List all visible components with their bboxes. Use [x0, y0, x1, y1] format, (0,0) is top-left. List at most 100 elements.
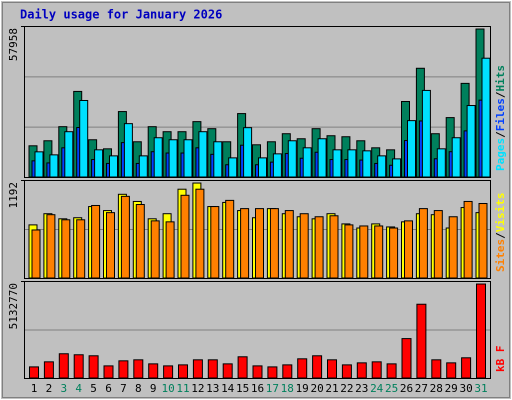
- bar: [392, 158, 402, 178]
- x-tick-label: 7: [120, 382, 127, 395]
- bar: [180, 194, 190, 279]
- bar: [183, 139, 193, 178]
- bar: [207, 359, 218, 379]
- bar: [133, 359, 144, 379]
- bar: [272, 153, 282, 178]
- bar: [284, 210, 294, 279]
- bar: [431, 359, 442, 379]
- x-tick-label: 24: [370, 382, 384, 395]
- bar: [297, 358, 308, 379]
- bar: [451, 137, 461, 178]
- x-tick-label: 10: [161, 382, 174, 395]
- bar: [213, 141, 223, 178]
- bar: [88, 355, 99, 379]
- bar: [418, 208, 428, 279]
- bar: [421, 89, 431, 178]
- y-tick-label: 1192: [7, 182, 20, 209]
- bar: [29, 366, 39, 379]
- bar: [228, 157, 238, 178]
- y-tick-label: 5132770: [7, 283, 20, 329]
- bar: [192, 359, 203, 379]
- bar: [252, 365, 263, 379]
- bar: [386, 363, 397, 379]
- bar: [91, 204, 101, 279]
- x-tick-label: 1: [31, 382, 38, 395]
- bar: [269, 208, 279, 279]
- bar: [312, 355, 323, 379]
- bar: [466, 105, 476, 178]
- bar: [436, 148, 446, 178]
- bar: [76, 219, 86, 279]
- bar: [148, 363, 159, 379]
- bar: [347, 149, 357, 178]
- bar: [34, 151, 44, 178]
- x-tick-label: 27: [415, 382, 428, 395]
- bar: [362, 150, 372, 178]
- legend-entry: kB F: [494, 346, 507, 373]
- y-tick-label: 57958: [7, 28, 20, 61]
- bar: [448, 216, 458, 279]
- bar: [43, 361, 54, 379]
- bar: [287, 140, 297, 178]
- legend: Sites/Visits: [494, 193, 507, 273]
- bar: [120, 195, 130, 279]
- bar: [416, 303, 427, 379]
- bar: [267, 366, 278, 379]
- bar: [463, 200, 473, 279]
- bar: [79, 99, 89, 178]
- bar: [401, 338, 412, 379]
- bar: [118, 360, 129, 379]
- legend-separator: /: [494, 131, 507, 138]
- bar: [332, 149, 342, 178]
- x-tick-label: 12: [191, 382, 204, 395]
- bar: [46, 214, 56, 279]
- bar: [404, 220, 413, 279]
- x-tick-label: 31: [474, 382, 487, 395]
- bar: [302, 147, 312, 178]
- bar: [135, 204, 145, 279]
- bar: [163, 365, 174, 379]
- legend: Pages/Files/Hits: [494, 65, 507, 171]
- x-tick-label: 20: [310, 382, 323, 395]
- bar: [481, 57, 491, 178]
- x-tick-label: 22: [340, 382, 353, 395]
- bar: [344, 224, 354, 279]
- x-tick-label: 18: [281, 382, 294, 395]
- bar: [433, 210, 443, 279]
- legend-separator: /: [494, 91, 507, 98]
- bar: [377, 155, 387, 178]
- bar: [359, 225, 369, 279]
- bar: [61, 219, 71, 279]
- bar: [222, 363, 233, 379]
- legend: kB F: [494, 346, 507, 373]
- x-tick-label: 26: [400, 382, 413, 395]
- bar: [73, 354, 84, 379]
- bar: [168, 139, 178, 178]
- bar: [240, 208, 250, 279]
- bar: [461, 357, 472, 379]
- legend-entry: Hits: [494, 65, 507, 92]
- x-tick-label: 29: [445, 382, 458, 395]
- bar: [58, 353, 69, 379]
- bar: [243, 127, 253, 178]
- bar: [258, 157, 267, 178]
- legend-entry: Sites: [494, 239, 507, 272]
- bar: [210, 206, 220, 279]
- bar: [371, 361, 382, 379]
- bar: [476, 283, 486, 379]
- x-tick-label: 5: [90, 382, 97, 395]
- bar: [314, 216, 324, 279]
- bar: [446, 362, 457, 379]
- x-tick-label: 9: [150, 382, 157, 395]
- x-tick-label: 21: [325, 382, 338, 395]
- bar: [341, 364, 352, 379]
- bar: [138, 155, 148, 178]
- bar: [356, 362, 367, 379]
- bar: [195, 188, 205, 279]
- bar: [64, 131, 74, 178]
- x-tick-label: 30: [459, 382, 472, 395]
- bar: [407, 120, 416, 178]
- bar: [299, 213, 309, 279]
- x-tick-label: 25: [385, 382, 398, 395]
